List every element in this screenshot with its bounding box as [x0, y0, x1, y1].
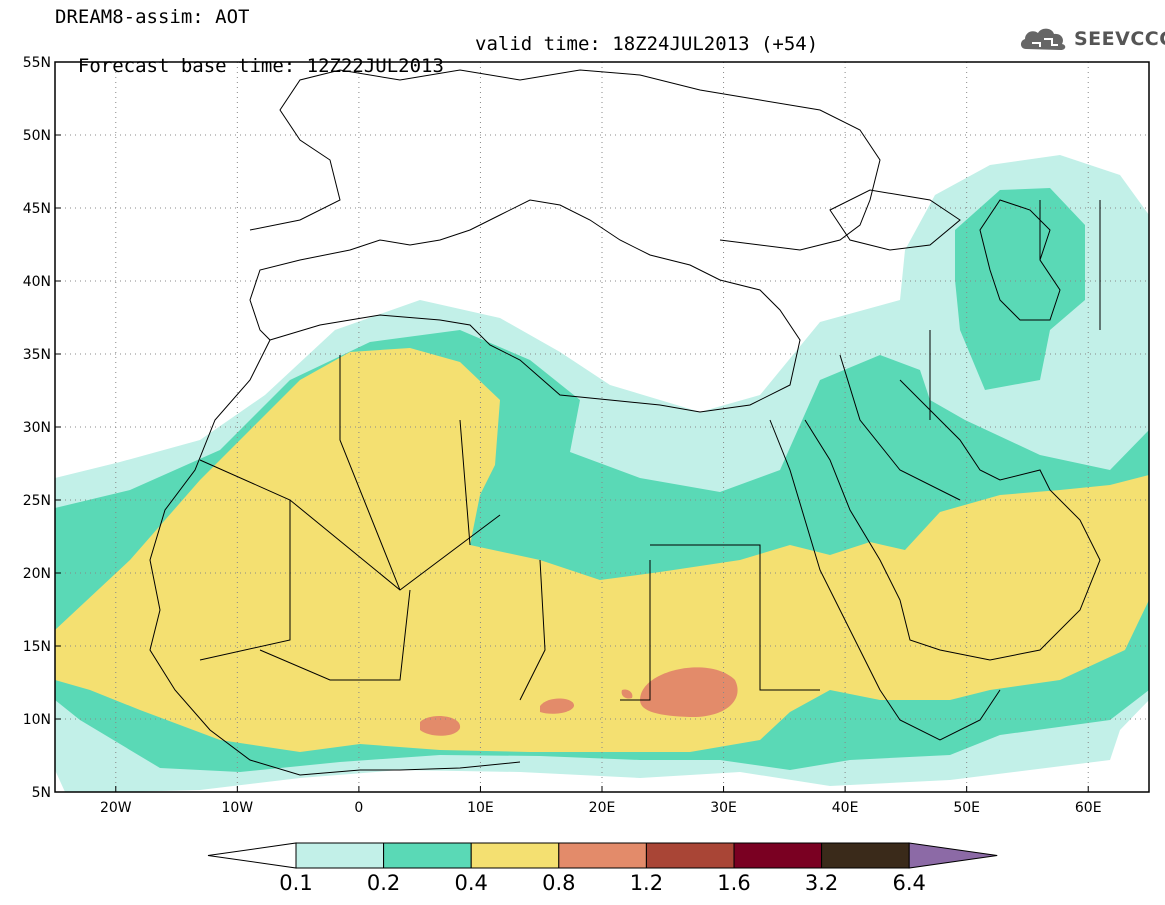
aot-shading: [55, 155, 1149, 792]
colorbar-box: [821, 842, 910, 869]
colorbar-box: [645, 842, 735, 869]
tick-label-lat: 20N: [23, 566, 51, 582]
border-lines-asia: [839, 200, 1101, 501]
tick-label-lat: 45N: [23, 201, 51, 217]
base-time: Forecast base time: 12Z22JUL2013: [77, 55, 444, 77]
colorbar-label: 0.4: [454, 871, 487, 895]
tick-label-lon: 50E: [953, 800, 980, 816]
aot-patch-high-2: [540, 698, 575, 714]
tick-label-lon: 10W: [221, 800, 253, 816]
coastline-arabia: [804, 379, 1101, 661]
colorbar-arrow-low: [207, 842, 297, 869]
coastline-caspian: [979, 199, 1061, 321]
tick-label-lat: 35N: [23, 347, 51, 363]
colorbar-label: 1.2: [630, 871, 663, 895]
valid-time: valid time: 18Z24JUL2013 (+54): [475, 33, 819, 55]
colorbar-label: 6.4: [892, 871, 925, 895]
tick-label-lat: 15N: [23, 639, 51, 655]
logo-text: SEEVCCC: [1074, 28, 1165, 50]
aot-patch-high-3: [420, 716, 461, 736]
colorbar-box: [383, 842, 472, 869]
cloud-icon: [1020, 28, 1066, 50]
tick-label-lon: 20W: [100, 800, 132, 816]
coastlines: [149, 69, 1101, 776]
tick-label-lon: 30E: [710, 800, 737, 816]
colorbar-box: [295, 842, 385, 869]
tick-label-lon: 0: [354, 800, 363, 816]
colorbar-label: 0.2: [367, 871, 400, 895]
colorbar: 0.1 0.2 0.4 0.8 1.2 1.6 3.2 6.4: [207, 842, 998, 895]
coastline-red-sea: [769, 419, 1001, 741]
aot-patch-caspian: [955, 188, 1085, 390]
colorbar-label: 3.2: [805, 871, 838, 895]
tick-label-lon: 60E: [1075, 800, 1102, 816]
colorbar-box: [470, 842, 560, 869]
seevccc-logo: SEEVCCC: [1018, 25, 1165, 53]
aot-patch-high-4: [621, 689, 633, 699]
tick-label-lon: 20E: [589, 800, 616, 816]
aot-band-0.4: [55, 348, 1149, 752]
tick-label-lat: 50N: [23, 128, 51, 144]
colorbar-label: 0.8: [542, 871, 575, 895]
coastline-europe: [249, 69, 881, 251]
colorbar-box: [733, 842, 823, 869]
tick-label-lat: 5N: [32, 785, 51, 801]
tick-label-lat: 30N: [23, 420, 51, 436]
aot-patch-high-1: [640, 667, 738, 718]
tick-label-lat: 55N: [23, 55, 51, 71]
coastline-black-sea: [829, 189, 961, 251]
tick-label-lon: 40E: [832, 800, 859, 816]
axis-ticks: 20W 10W 0 10E 20E 30E 40E 50E 60E 5N 10N 15N 20N 25N 3…: [23, 55, 1102, 816]
colorbar-label: 1.6: [717, 871, 750, 895]
tick-label-lon: 10E: [467, 800, 494, 816]
tick-label-lat: 25N: [23, 493, 51, 509]
colorbar-box: [558, 842, 647, 869]
chart-subtitle: Forecast base time: 12Z22JUL2013 valid t…: [55, 33, 818, 99]
colorbar-arrow-high: [908, 842, 998, 869]
tick-label-lat: 40N: [23, 274, 51, 290]
coastline-west-africa: [149, 339, 521, 776]
border-lines-africa: [199, 355, 820, 701]
chart-title: DREAM8-assim: AOT: [55, 6, 250, 28]
tick-label-lat: 10N: [23, 712, 51, 728]
colorbar-label: 0.1: [279, 871, 312, 895]
grid-lines: [55, 61, 1149, 793]
coastline-mediterranean: [249, 199, 801, 413]
